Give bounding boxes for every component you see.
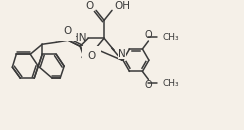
Text: O: O xyxy=(145,30,152,40)
Text: CH₃: CH₃ xyxy=(162,32,179,41)
Text: CH₃: CH₃ xyxy=(162,79,179,88)
Text: O: O xyxy=(145,80,152,90)
Text: OH: OH xyxy=(114,1,130,11)
Text: O: O xyxy=(86,1,94,11)
Text: N: N xyxy=(118,49,126,59)
Text: O: O xyxy=(87,51,95,61)
Text: O: O xyxy=(63,26,71,36)
Text: HN: HN xyxy=(71,33,86,43)
